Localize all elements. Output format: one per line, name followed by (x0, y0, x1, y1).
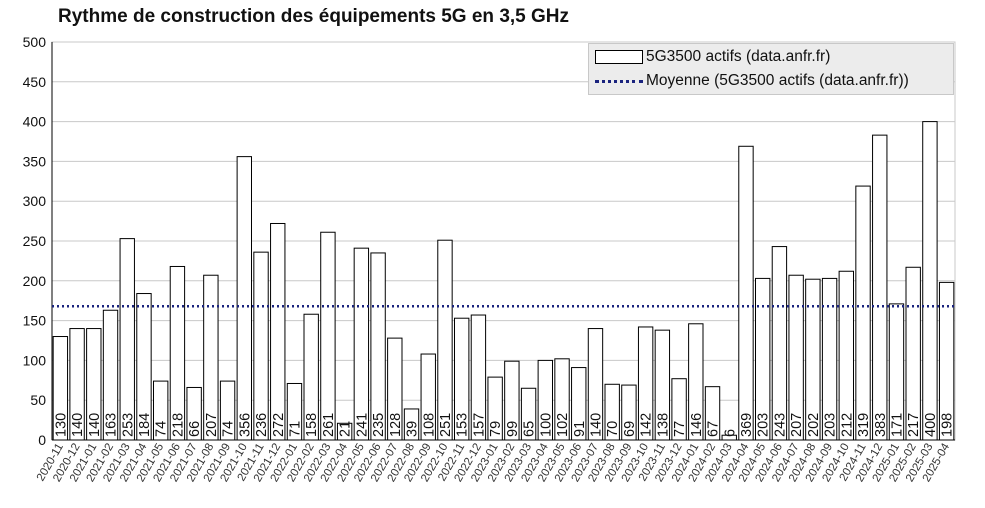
legend-mean-swatch (595, 79, 643, 83)
bar (320, 231, 336, 441)
y-tick-label: 150 (23, 313, 47, 329)
y-tick-label: 300 (23, 193, 47, 209)
data-label: 140 (87, 413, 103, 437)
data-label: 241 (354, 413, 370, 437)
data-label: 207 (204, 413, 220, 437)
data-label: 272 (271, 413, 287, 437)
bar (872, 134, 888, 441)
data-label: 39 (405, 421, 421, 437)
data-label: 203 (756, 413, 772, 437)
bar (370, 252, 386, 441)
y-tick-label: 400 (23, 114, 47, 130)
data-label: 369 (739, 413, 755, 437)
data-label: 243 (772, 413, 788, 437)
data-label: 184 (137, 413, 153, 437)
bar (771, 246, 788, 441)
data-label: 218 (170, 413, 186, 437)
bar (855, 185, 871, 441)
bar (353, 247, 370, 441)
data-labels: 130 140 140 163 253 184 74 218 66 207 74 356 236 272 7… (53, 413, 955, 437)
legend-item-mean: Moyenne (5G3500 actifs (data.anfr.fr)) (595, 70, 909, 92)
data-label: 157 (471, 413, 487, 437)
data-label: 140 (588, 413, 604, 437)
data-label: 198 (940, 413, 956, 437)
data-label: 251 (438, 413, 454, 437)
y-tick-label: 50 (30, 392, 46, 408)
data-label: 21 (338, 421, 354, 437)
data-label: 130 (53, 413, 69, 437)
data-label: 383 (873, 413, 889, 437)
y-tick-label: 350 (23, 153, 47, 169)
data-label: 138 (655, 413, 671, 437)
data-label: 100 (538, 413, 554, 437)
y-tick-label: 450 (23, 74, 47, 90)
data-label: 212 (839, 413, 855, 437)
data-label: 128 (388, 413, 404, 437)
data-label: 102 (555, 413, 571, 437)
data-label: 66 (187, 421, 203, 437)
data-label: 65 (522, 421, 538, 437)
data-label: 202 (806, 413, 822, 437)
data-label: 99 (505, 421, 521, 437)
bar (236, 156, 252, 441)
data-label: 146 (689, 413, 705, 437)
bar (253, 251, 269, 441)
data-label: 253 (120, 413, 136, 437)
data-label: 203 (823, 413, 839, 437)
data-label: 400 (923, 413, 939, 437)
data-label: 74 (154, 421, 170, 437)
legend-bars-label: 5G3500 actifs (data.anfr.fr) (646, 48, 831, 65)
chart-title: Rythme de construction des équipements 5… (58, 6, 570, 27)
data-label: 108 (421, 413, 437, 437)
data-label: 356 (237, 413, 253, 437)
y-tick-label: 200 (23, 273, 47, 289)
bar (738, 145, 754, 441)
data-label: 207 (789, 413, 805, 437)
data-label: 69 (622, 421, 638, 437)
y-tick-label: 500 (23, 34, 47, 50)
x-axis: 2020-112020-122021-012021-022021-032021-… (35, 439, 955, 484)
bar (119, 238, 135, 441)
bars (52, 121, 955, 441)
data-label: 158 (304, 413, 320, 437)
y-tick-label: 100 (23, 352, 47, 368)
legend-bar-swatch (595, 50, 643, 64)
data-label: 71 (287, 421, 303, 437)
y-axis: 0 50 100 150 200 250 300 350 400 450 500 (23, 34, 53, 448)
data-label: 236 (254, 413, 270, 437)
legend: 5G3500 actifs (data.anfr.fr) Moyenne (5G… (588, 43, 954, 95)
data-label: 67 (706, 421, 722, 437)
data-label: 79 (488, 421, 504, 437)
data-label: 77 (672, 421, 688, 437)
data-label: 140 (70, 413, 86, 437)
legend-mean-label: Moyenne (5G3500 actifs (data.anfr.fr)) (646, 72, 909, 89)
data-label: 319 (856, 413, 872, 437)
legend-item-bars: 5G3500 actifs (data.anfr.fr) (595, 46, 830, 68)
data-label: 74 (221, 421, 237, 437)
data-label: 163 (104, 413, 120, 437)
bar (437, 239, 453, 441)
data-label: 171 (889, 413, 905, 437)
data-label: 6 (722, 429, 738, 437)
data-label: 217 (906, 413, 922, 437)
data-label: 142 (639, 413, 655, 437)
data-label: 91 (572, 421, 588, 437)
bar (270, 222, 286, 441)
y-tick-label: 250 (23, 233, 47, 249)
data-label: 235 (371, 413, 387, 437)
data-label: 70 (605, 421, 621, 437)
data-label: 261 (321, 413, 337, 437)
data-label: 153 (455, 413, 471, 437)
bar (922, 121, 938, 441)
y-tick-label: 0 (38, 432, 46, 448)
